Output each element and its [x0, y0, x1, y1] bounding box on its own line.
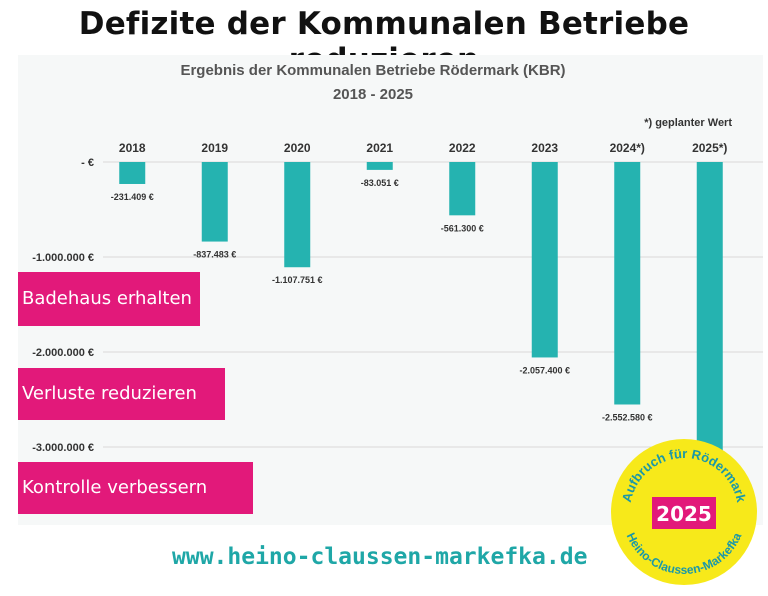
y-tick-label: -2.000.000 €	[32, 347, 94, 359]
value-label: -1.107.751 €	[272, 275, 323, 285]
y-tick-label: -1.000.000 €	[32, 252, 94, 264]
category-label: 2020	[284, 141, 311, 155]
category-label: 2023	[531, 141, 558, 155]
tag-badehaus: Badehaus erhalten	[18, 272, 200, 326]
category-label: 2019	[201, 141, 228, 155]
value-label: -3.272.620 €	[684, 481, 735, 491]
value-label: -2.057.400 €	[519, 365, 570, 375]
value-label: -231.409 €	[111, 192, 154, 202]
category-label: 2022	[449, 141, 476, 155]
category-label: 2021	[366, 141, 393, 155]
y-tick-label: -3.000.000 €	[32, 442, 94, 454]
value-label: -561.300 €	[441, 223, 484, 233]
category-label: 2025*)	[692, 141, 727, 155]
chart-title: Ergebnis der Kommunalen Betriebe Röderma…	[180, 62, 565, 79]
value-label: -83.051 €	[361, 178, 399, 188]
tag-kontrolle: Kontrolle verbessern	[18, 462, 253, 514]
chart-note: *) geplanter Wert	[644, 117, 732, 129]
bar	[119, 162, 146, 184]
bar	[366, 162, 393, 170]
bar	[614, 162, 641, 405]
bar	[201, 162, 228, 242]
website-url[interactable]: www.heino-claussen-markefka.de	[172, 544, 588, 570]
tag-verluste: Verluste reduzieren	[18, 368, 225, 420]
bar	[531, 162, 558, 358]
bar	[449, 162, 476, 216]
bar	[696, 162, 723, 473]
value-label: -2.552.580 €	[602, 412, 653, 422]
category-label: 2024*)	[610, 141, 645, 155]
y-tick-label: - €	[81, 157, 94, 169]
value-label: -837.483 €	[193, 250, 236, 260]
category-label: 2018	[119, 141, 146, 155]
badge-bottom-text: Heino-Claussen-Markefka	[624, 530, 745, 577]
chart-subtitle: 2018 - 2025	[333, 86, 413, 103]
bar	[284, 162, 311, 268]
